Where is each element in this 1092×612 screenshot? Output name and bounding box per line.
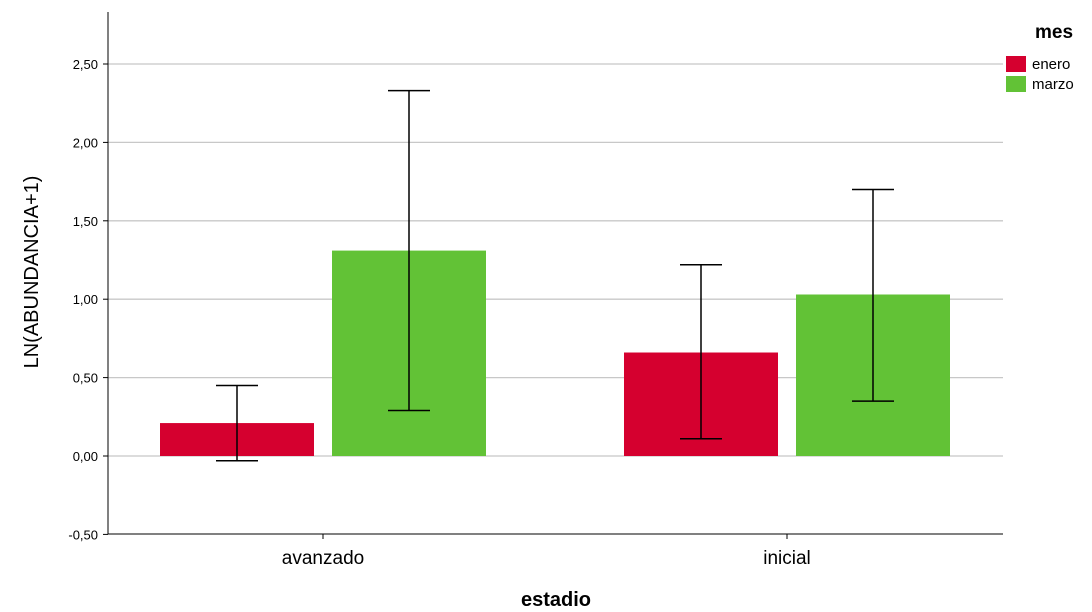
x-tick-label-inicial: inicial: [763, 548, 811, 569]
legend-label-marzo: marzo: [1032, 76, 1074, 93]
x-tick-label-avanzado: avanzado: [282, 548, 364, 569]
legend: mes enero marzo: [1006, 22, 1074, 93]
axes: [107, 12, 1003, 539]
y-tick-label-0: -0,50: [68, 527, 98, 542]
bars: [160, 250, 950, 456]
tick-labels: -0,50 0,00 0,50 1,00 1,50 2,00 2,50 avanzado ini…: [68, 57, 810, 569]
legend-title: mes: [1035, 22, 1073, 43]
y-tick-label-3: 1,00: [73, 292, 98, 307]
y-tick-label-5: 2,00: [73, 135, 98, 150]
y-tick-label-2: 0,50: [73, 371, 98, 386]
legend-swatch-marzo: [1006, 76, 1026, 92]
y-axis-title: LN(ABUNDANCIA+1): [21, 176, 43, 369]
y-tick-label-1: 0,00: [73, 449, 98, 464]
x-axis-title: estadio: [521, 589, 591, 611]
error-bars: [216, 89, 894, 462]
y-tick-label-4: 1,50: [73, 214, 98, 229]
y-tick-label-6: 2,50: [73, 57, 98, 72]
legend-swatch-enero: [1006, 56, 1026, 72]
legend-label-enero: enero: [1032, 56, 1070, 73]
